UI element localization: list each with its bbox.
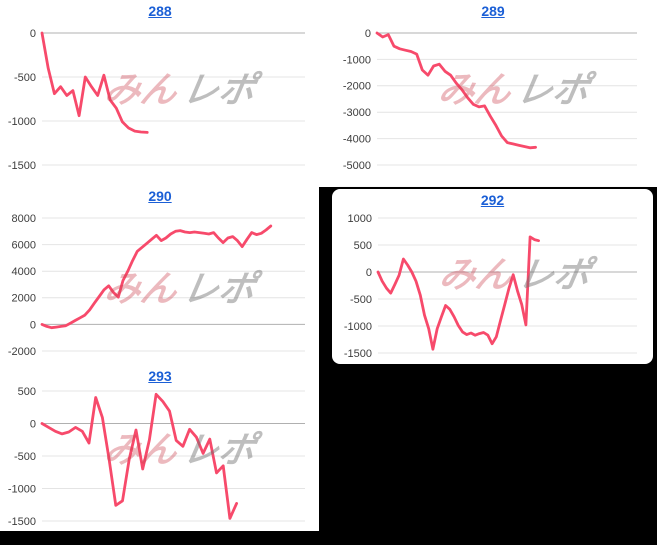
svg-text:-500: -500: [14, 451, 36, 463]
chart-290-link[interactable]: 290: [148, 188, 172, 204]
svg-text:-3000: -3000: [343, 107, 371, 119]
chart-290: 290 8000 6000 4000 2000 0 -2000 みんレポ: [0, 185, 320, 370]
svg-text:8000: 8000: [12, 213, 36, 225]
svg-text:-1000: -1000: [343, 54, 371, 66]
svg-text:-1500: -1500: [344, 348, 372, 360]
svg-text:-5000: -5000: [343, 160, 371, 172]
chart-288-plot: 0 -500 -1000 -1500: [8, 28, 305, 172]
svg-text:0: 0: [30, 319, 36, 331]
svg-text:-4000: -4000: [343, 133, 371, 145]
svg-text:500: 500: [354, 240, 372, 252]
svg-text:6000: 6000: [12, 239, 36, 251]
svg-text:-2000: -2000: [8, 346, 36, 358]
chart-293-link[interactable]: 293: [148, 368, 172, 384]
chart-288: 288 0 -500 -1000 -1500 みんレポ: [0, 0, 320, 185]
svg-text:-1000: -1000: [8, 483, 36, 495]
svg-text:-1000: -1000: [8, 116, 36, 128]
chart-289-link[interactable]: 289: [481, 3, 505, 19]
svg-text:500: 500: [18, 386, 36, 398]
chart-288-link[interactable]: 288: [148, 3, 172, 19]
svg-text:-500: -500: [14, 72, 36, 84]
chart-289-plot: 0 -1000 -2000 -3000 -4000 -5000: [343, 28, 637, 172]
svg-text:-500: -500: [350, 294, 372, 306]
svg-text:4000: 4000: [12, 266, 36, 278]
svg-text:0: 0: [365, 28, 371, 40]
svg-text:0: 0: [366, 267, 372, 279]
chart-293: 293 500 0 -500 -1000 -1500 みんレポ: [0, 365, 320, 531]
svg-text:0: 0: [30, 28, 36, 40]
svg-text:2000: 2000: [12, 293, 36, 305]
chart-292: 292 1000 500 0 -500 -1000 -1500 みんレポ: [332, 189, 653, 364]
svg-text:-2000: -2000: [343, 81, 371, 93]
svg-text:1000: 1000: [348, 213, 372, 225]
svg-text:-1000: -1000: [344, 321, 372, 333]
chart-293-plot: 500 0 -500 -1000 -1500: [8, 386, 305, 528]
chart-290-plot: 8000 6000 4000 2000 0 -2000: [8, 213, 305, 358]
svg-text:0: 0: [30, 418, 36, 430]
chart-289: 289 0 -1000 -2000 -3000 -4000 -5000 みんレポ: [329, 0, 657, 185]
svg-text:-1500: -1500: [8, 516, 36, 528]
chart-292-link[interactable]: 292: [480, 192, 505, 208]
svg-text:-1500: -1500: [8, 160, 36, 172]
chart-292-plot: 1000 500 0 -500 -1000 -1500: [344, 213, 637, 360]
